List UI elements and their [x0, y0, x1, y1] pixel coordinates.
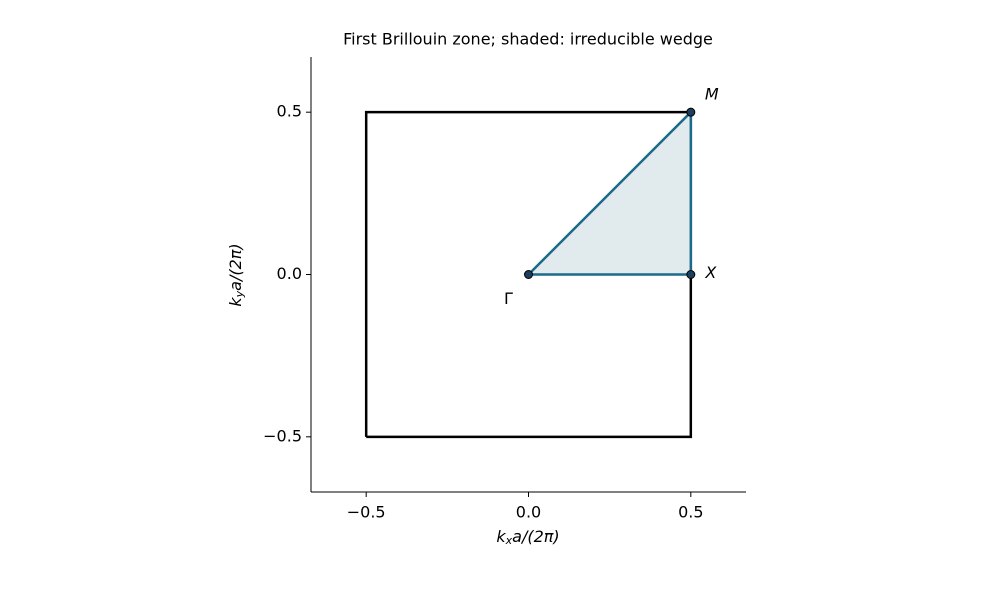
y-label-base: k [226, 297, 245, 307]
line [527, 109, 693, 276]
point-label: M [705, 85, 719, 104]
y-tick-label: 0.0 [277, 264, 302, 283]
x-tick-label: −0.5 [347, 503, 386, 522]
y-label-sub: y [233, 290, 246, 298]
x-label-base: k [496, 527, 506, 546]
point [686, 107, 696, 117]
x-label-rest: a/(2π) [512, 527, 560, 546]
point-label: X [704, 263, 717, 282]
point [524, 270, 533, 279]
x-label-sub: x [505, 534, 513, 547]
x-axis-label: kxa/(2π) [496, 527, 559, 548]
y-axis-label: kya/(2π) [226, 243, 247, 306]
y-label-rest: a/(2π) [226, 243, 245, 291]
point-label: Γ [504, 289, 513, 308]
chart-title: First Brillouin zone; shaded: irreducibl… [343, 30, 713, 49]
y-tick-label: 0.5 [277, 102, 302, 121]
y-tick-label: −0.5 [263, 426, 302, 445]
x-tick-label: 0.5 [678, 503, 703, 522]
point [686, 270, 696, 279]
x-tick-label: 0.0 [516, 503, 541, 522]
